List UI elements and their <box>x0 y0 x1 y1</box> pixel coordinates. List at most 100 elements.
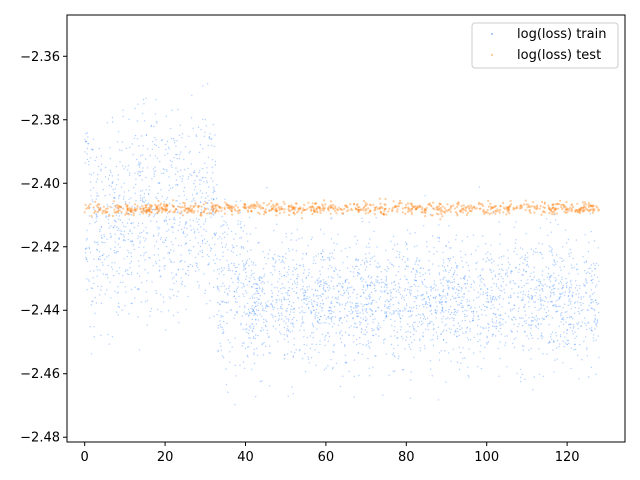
train-point <box>461 260 463 262</box>
train-point <box>458 304 461 306</box>
train-point <box>196 228 199 230</box>
train-point <box>462 357 464 360</box>
train-point <box>486 257 489 259</box>
train-point <box>296 292 298 294</box>
train-point <box>213 190 215 192</box>
train-point <box>386 286 388 289</box>
test-point <box>212 207 215 210</box>
train-point <box>86 278 88 280</box>
train-point <box>331 256 333 258</box>
train-point <box>585 292 587 295</box>
train-point <box>250 307 252 310</box>
train-point <box>339 276 342 278</box>
train-point <box>543 308 546 310</box>
train-point <box>156 226 159 228</box>
train-point <box>292 274 294 276</box>
train-point <box>131 241 133 243</box>
train-point <box>324 336 326 338</box>
test-point <box>492 210 495 213</box>
test-point <box>580 206 584 209</box>
x-tick-label: 100 <box>474 450 499 465</box>
train-point <box>84 248 87 250</box>
train-point <box>435 331 437 333</box>
train-point <box>116 292 118 294</box>
train-point <box>448 309 450 311</box>
train-point <box>205 125 207 127</box>
train-point <box>484 346 486 348</box>
train-point <box>137 103 139 105</box>
train-point <box>230 230 233 232</box>
train-point <box>542 290 544 292</box>
train-point <box>291 232 293 235</box>
train-point <box>550 231 553 233</box>
train-point <box>456 327 458 330</box>
test-point <box>561 207 564 211</box>
train-point <box>482 304 484 306</box>
train-point <box>504 321 507 323</box>
train-point <box>452 273 455 275</box>
train-point <box>266 305 269 308</box>
train-point <box>412 268 414 270</box>
test-point <box>148 210 151 213</box>
train-point <box>353 289 356 291</box>
train-point <box>239 364 241 366</box>
train-point <box>435 301 437 303</box>
train-point <box>165 219 167 221</box>
test-point <box>226 206 229 209</box>
test-point <box>435 206 438 209</box>
train-point <box>224 231 226 233</box>
train-point <box>576 301 579 303</box>
train-point <box>537 309 539 311</box>
train-point <box>287 281 289 283</box>
train-point <box>371 310 374 312</box>
train-point <box>288 269 290 271</box>
train-point <box>305 299 307 302</box>
train-point <box>286 335 289 338</box>
train-point <box>453 286 455 288</box>
train-point <box>104 293 107 295</box>
train-point <box>460 362 462 365</box>
train-point <box>408 291 411 294</box>
train-point <box>153 125 155 128</box>
train-point <box>330 218 332 220</box>
train-point <box>507 275 509 277</box>
test-point <box>459 210 462 213</box>
test-point <box>159 204 162 207</box>
train-point <box>370 291 373 294</box>
train-point <box>271 283 273 286</box>
train-point <box>206 303 208 305</box>
test-point <box>330 204 333 207</box>
train-point <box>269 352 271 354</box>
train-point <box>563 265 566 268</box>
test-point <box>562 206 565 209</box>
train-point <box>520 317 522 319</box>
train-point <box>441 318 443 320</box>
test-point <box>447 208 450 212</box>
test-point <box>109 205 112 208</box>
train-point <box>86 147 89 150</box>
train-point <box>442 308 444 310</box>
train-point <box>407 259 409 261</box>
train-point <box>423 278 426 281</box>
train-point <box>464 254 467 256</box>
train-point <box>400 317 402 320</box>
train-point <box>249 312 251 315</box>
train-point <box>392 248 394 250</box>
test-point <box>316 211 319 214</box>
train-point <box>545 316 547 318</box>
test-point <box>243 203 246 206</box>
train-point <box>477 315 480 317</box>
train-point <box>453 313 455 315</box>
train-point <box>448 288 450 290</box>
test-point <box>186 207 189 210</box>
train-point <box>519 376 522 379</box>
test-point <box>580 207 583 210</box>
train-point <box>193 228 195 231</box>
train-point <box>538 318 540 320</box>
train-point <box>288 301 291 303</box>
train-point <box>117 291 120 293</box>
train-point <box>226 224 228 226</box>
train-point <box>344 280 347 283</box>
train-point <box>457 331 459 333</box>
train-point <box>434 311 437 314</box>
